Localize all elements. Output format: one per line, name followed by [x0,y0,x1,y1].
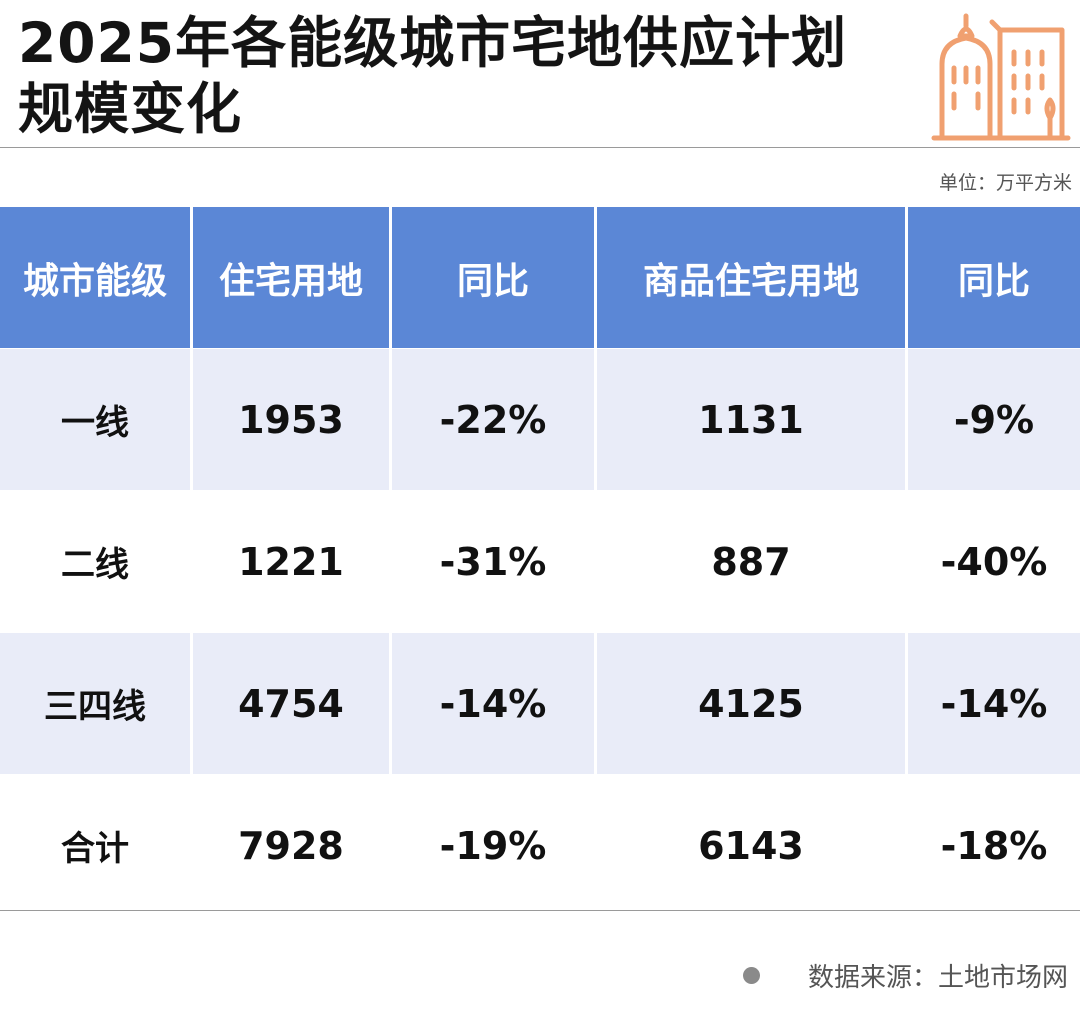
table-cell: 1953 [193,348,389,490]
data-table: 城市能级 住宅用地 同比 商品住宅用地 同比 一线 1953 -22% 1131… [0,207,1080,916]
col-header-city-tier: 城市能级 [0,207,190,348]
table-row: 一线 1953 -22% 1131 -9% [0,348,1080,490]
table-cell: 合计 [0,774,190,916]
table-cell: 二线 [0,490,190,632]
title-line-2: 规模变化 [18,77,243,141]
table-cell: 6143 [597,774,905,916]
footer-divider [0,910,1080,911]
table-cell: 三四线 [0,632,190,774]
table-cell: -18% [908,774,1080,916]
data-table-container: 城市能级 住宅用地 同比 商品住宅用地 同比 一线 1953 -22% 1131… [0,207,1080,916]
title-divider [0,147,1080,148]
table-row: 三四线 4754 -14% 4125 -14% [0,632,1080,774]
unit-label: 单位：万平方米 [938,172,1072,194]
page-title: 2025年各能级城市宅地供应计划 规模变化 [18,10,918,142]
city-buildings-icon [931,13,1071,141]
table-cell: -9% [908,348,1080,490]
table-cell: -14% [392,632,594,774]
data-source: 数据来源：土地市场网 [742,955,1068,995]
table-cell: 7928 [193,774,389,916]
table-cell: 1131 [597,348,905,490]
table-cell: -31% [392,490,594,632]
table-row: 合计 7928 -19% 6143 -18% [0,774,1080,916]
col-header-yoy-1: 同比 [392,207,594,348]
title-line-1: 2025年各能级城市宅地供应计划 [18,11,848,75]
table-cell: -14% [908,632,1080,774]
table-header-row: 城市能级 住宅用地 同比 商品住宅用地 同比 [0,207,1080,348]
table-cell: 887 [597,490,905,632]
table-cell: -40% [908,490,1080,632]
table-cell: 1221 [193,490,389,632]
table-cell: 一线 [0,348,190,490]
table-cell: -22% [392,348,594,490]
table-cell: 4125 [597,632,905,774]
col-header-yoy-2: 同比 [908,207,1080,348]
table-cell: -19% [392,774,594,916]
col-header-residential-land: 住宅用地 [193,207,389,348]
table-row: 二线 1221 -31% 887 -40% [0,490,1080,632]
col-header-commercial-residential-land: 商品住宅用地 [597,207,905,348]
data-source-text: 数据来源：土地市场网 [807,962,1068,993]
bullet-dot-icon [742,966,760,984]
table-cell: 4754 [193,632,389,774]
